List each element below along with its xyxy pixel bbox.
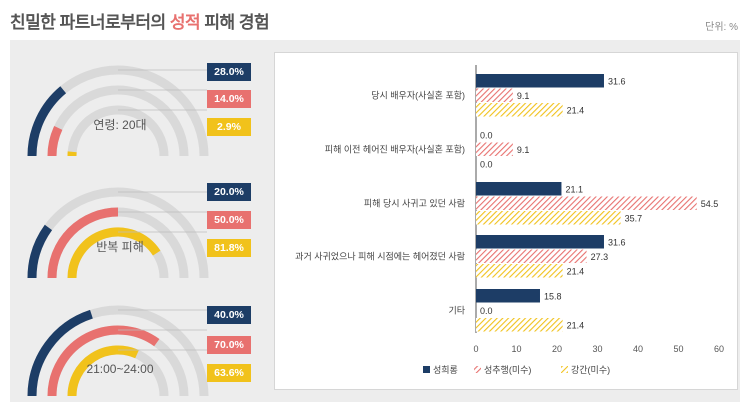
gauge-2-arc-yellow xyxy=(67,227,161,279)
gauge-1-value-yellow: 2.9% xyxy=(207,118,251,136)
x-tick-60: 60 xyxy=(714,344,724,354)
gauge-2-label: 반복 피해 xyxy=(96,240,144,254)
x-tick-50: 50 xyxy=(673,344,683,354)
unit-label: 단위: % xyxy=(705,22,738,33)
x-tick-10: 10 xyxy=(511,344,521,354)
legend-label-harassment: 성희롱 xyxy=(433,364,458,375)
bar-chart-panel: 당시 배우자(사실혼 포함) 31.6 9.1 21.4 피해 이전 헤어진 배우자(사… xyxy=(274,52,738,390)
legend-swatch-molestation xyxy=(474,366,481,373)
legend-label-rape: 강간(미수) xyxy=(571,365,610,375)
gauge-column: 연령: 20대 28.0% 14.0% 2.9% 반복 피해 20.0% 50.… xyxy=(10,40,270,402)
bar-harassment-1 xyxy=(476,74,604,88)
bar-harassment-5 xyxy=(476,289,540,303)
title-part2: 피해 경험 xyxy=(200,13,270,32)
bar-harassment-3 xyxy=(476,182,562,196)
page-title: 친밀한 파트너로부터의 성적 피해 경험 xyxy=(10,8,270,33)
legend-swatch-rape xyxy=(561,366,568,373)
gauge-3-arc-red xyxy=(47,325,160,397)
bar-chart: 당시 배우자(사실혼 포함) 31.6 9.1 21.4 피해 이전 헤어진 배우자(사… xyxy=(295,65,724,375)
gauge-2-arc-blue xyxy=(27,224,53,279)
gauge-3-arc-blue xyxy=(27,309,93,397)
gauge-2-value-blue: 20.0% xyxy=(207,183,251,201)
title-part1: 친밀한 파트너로부터의 xyxy=(10,13,170,32)
bar-value-rape-2: 0.0 xyxy=(480,160,493,170)
gauge-3-arc-yellow xyxy=(67,345,139,397)
bar-rape-1 xyxy=(476,103,563,117)
bar-molestation-4 xyxy=(476,249,587,263)
title-highlight: 성적 xyxy=(169,13,201,32)
bar-value-harassment-5: 15.8 xyxy=(544,292,562,302)
bar-molestation-3 xyxy=(476,196,697,210)
bar-value-molestation-4: 27.3 xyxy=(591,252,609,262)
gauge-2-value-yellow: 81.8% xyxy=(207,239,251,257)
bar-value-harassment-2: 0.0 xyxy=(480,131,493,141)
gauge-1-value-red: 14.0% xyxy=(207,90,251,108)
x-tick-20: 20 xyxy=(552,344,562,354)
gauge-2-arcs xyxy=(27,187,209,279)
bar-value-rape-4: 21.4 xyxy=(567,267,585,277)
bar-value-harassment-1: 31.6 xyxy=(608,77,626,87)
legend-label-molestation: 성추행(미수) xyxy=(484,364,531,375)
gauge-2-value-red: 50.0% xyxy=(207,211,251,229)
bar-rape-4 xyxy=(476,264,563,278)
x-tick-30: 30 xyxy=(592,344,602,354)
bar-rape-3 xyxy=(476,211,621,225)
gauge-3-arcs xyxy=(27,305,209,397)
gauge-1-arc-red xyxy=(47,125,63,157)
bar-rape-5 xyxy=(476,318,563,332)
bar-value-rape-5: 21.4 xyxy=(567,321,585,331)
gauge-3-value-blue: 40.0% xyxy=(207,306,251,324)
bar-value-molestation-3: 54.5 xyxy=(701,199,719,209)
gauge-1-value-blue: 28.0% xyxy=(207,63,251,81)
bar-value-molestation-5: 0.0 xyxy=(480,306,493,316)
category-label-3: 피해 당시 사귀고 있던 사람 xyxy=(364,197,465,208)
gauge-3-label: 21:00~24:00 xyxy=(86,362,154,376)
category-label-5: 기타 xyxy=(448,305,465,315)
category-label-1: 당시 배우자(사실혼 포함) xyxy=(371,89,465,100)
bar-value-rape-3: 35.7 xyxy=(625,214,643,224)
bar-value-molestation-2: 9.1 xyxy=(517,145,530,155)
bar-molestation-1 xyxy=(476,88,513,102)
bar-value-harassment-3: 21.1 xyxy=(565,185,583,195)
x-tick-40: 40 xyxy=(633,344,643,354)
bar-value-rape-1: 21.4 xyxy=(567,106,585,116)
gauge-3-value-red: 70.0% xyxy=(207,336,251,354)
gauge-1-arc-blue xyxy=(27,86,67,157)
gauge-3-value-yellow: 63.6% xyxy=(207,364,251,382)
bar-harassment-4 xyxy=(476,235,604,249)
gauge-1-arcs xyxy=(27,65,209,157)
x-tick-0: 0 xyxy=(473,344,478,354)
bar-molestation-2 xyxy=(476,142,513,156)
category-label-4: 과거 사귀었으나 피해 시점에는 헤어졌던 사람 xyxy=(295,250,465,261)
gauge-1-label: 연령: 20대 xyxy=(93,118,147,132)
bar-value-harassment-4: 31.6 xyxy=(608,238,626,248)
gauge-2-arc-red xyxy=(47,207,119,279)
category-label-2: 피해 이전 헤어진 배우자(사실혼 포함) xyxy=(325,143,465,154)
legend-swatch-harassment xyxy=(423,366,430,373)
bar-value-molestation-1: 9.1 xyxy=(517,91,530,101)
